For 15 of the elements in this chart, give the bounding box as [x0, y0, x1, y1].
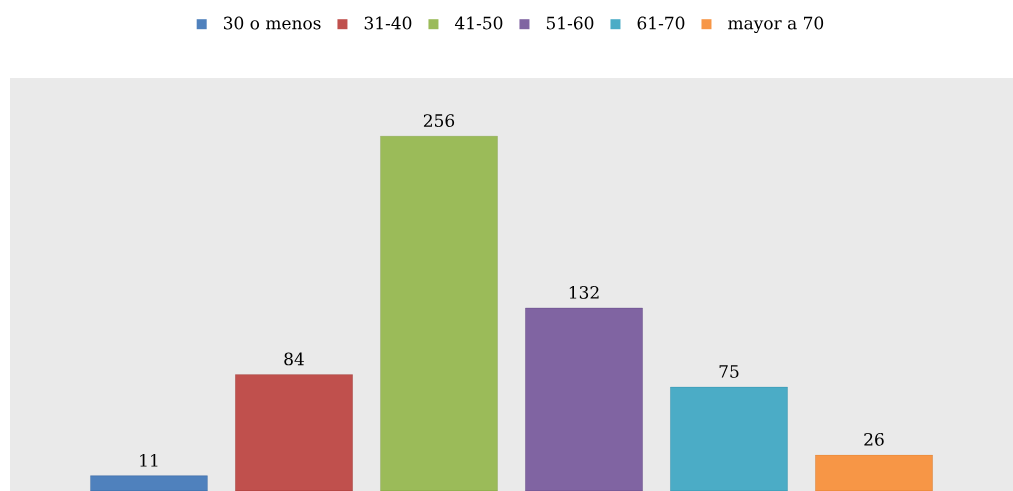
legend-label: 31-40 [364, 16, 412, 30]
data-label: 75 [719, 365, 739, 378]
legend-label: mayor a 70 [728, 16, 824, 33]
bar [815, 454, 933, 491]
data-label: 26 [864, 432, 884, 446]
data-label: 256 [423, 114, 455, 127]
legend-label: 51-60 [546, 16, 594, 30]
data-label: 11 [140, 453, 158, 467]
data-label: 132 [569, 285, 599, 299]
legend-label: 61-70 [637, 16, 685, 30]
bar [670, 386, 788, 491]
data-label: 84 [284, 352, 304, 366]
legend-label: 41-50 [454, 16, 503, 30]
legend-label: 30 o menos [223, 16, 321, 30]
bar [525, 307, 643, 491]
